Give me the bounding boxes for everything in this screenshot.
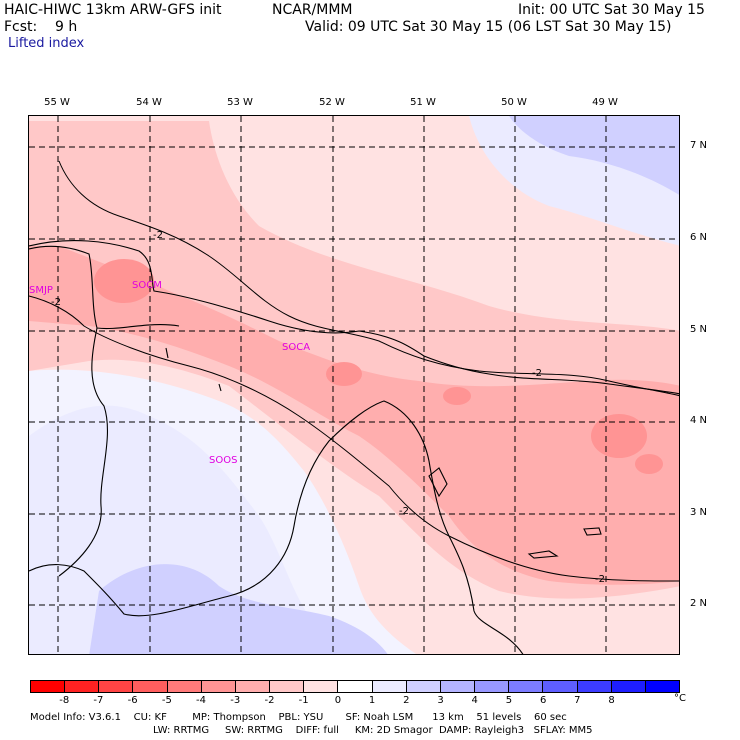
- lifted-index-map: -2 -2 -2 -2 -2 SMJP SOCM SOCA SOOS: [28, 115, 680, 655]
- colorbar-tick-label: -3: [230, 695, 241, 706]
- lon-label: 54 W: [136, 97, 162, 108]
- colorbar-cell: [235, 681, 271, 692]
- lon-label: 50 W: [501, 97, 527, 108]
- field-pocket: [591, 414, 647, 458]
- model-title: HAIC-HIWC 13km ARW-GFS init: [4, 2, 222, 18]
- field-pocket: [443, 387, 471, 405]
- station-socm: SOCM: [132, 280, 162, 291]
- lat-label: 7 N: [690, 140, 708, 151]
- station-soca: SOCA: [282, 342, 310, 353]
- model-info-line-2: LW: RRTMG SW: RRTMG DIFF: full KM: 2D Sm…: [153, 725, 593, 736]
- station-smjp: SMJP: [29, 285, 53, 296]
- lon-label: 49 W: [592, 97, 618, 108]
- field-band-blue-ne: [509, 116, 679, 195]
- colorbar-cell: [543, 681, 578, 692]
- colorbar-cell: [509, 681, 544, 692]
- colorbar-tick-label: 1: [368, 695, 376, 706]
- colorbar-cell: [406, 681, 441, 692]
- colorbar: [30, 680, 680, 693]
- lat-label: 4 N: [690, 415, 708, 426]
- colorbar-cell: [372, 681, 407, 692]
- colorbar-cell: [440, 681, 476, 692]
- model-info-line-1: Model Info: V3.6.1 CU: KF MP: Thompson P…: [30, 712, 567, 723]
- colorbar-unit: °C: [674, 693, 686, 704]
- colorbar-cell: [65, 681, 100, 692]
- contour-label: -2: [532, 368, 542, 379]
- colorbar-cell: [201, 681, 236, 692]
- colorbar-tick-label: -2: [264, 695, 275, 706]
- lat-label: 5 N: [690, 324, 708, 335]
- lat-label: 2 N: [690, 598, 708, 609]
- lon-label: 53 W: [227, 97, 253, 108]
- colorbar-cell: [304, 681, 339, 692]
- colorbar-tick-label: 5: [505, 695, 513, 706]
- colorbar-tick-label: 8: [608, 695, 615, 706]
- colorbar-cell: [99, 681, 134, 692]
- colorbar-cell: [270, 681, 305, 692]
- colorbar-tick-label: -1: [298, 695, 309, 706]
- contour-label: -2: [51, 297, 61, 308]
- colorbar-cell: [167, 681, 202, 692]
- station-soos: SOOS: [209, 455, 237, 466]
- colorbar-tick-label: -7: [93, 695, 104, 706]
- colorbar-cell: [338, 681, 373, 692]
- field-pocket: [326, 362, 362, 386]
- colorbar-tick-label: 6: [539, 695, 547, 706]
- colorbar-cell: [31, 681, 66, 692]
- forecast-hour: Fcst: 9 h: [4, 19, 78, 35]
- field-band-blue: [89, 564, 388, 654]
- colorbar-tick-label: 7: [574, 695, 581, 706]
- colorbar-tick-label: 4: [471, 695, 478, 706]
- lon-label: 52 W: [319, 97, 345, 108]
- lon-label: 51 W: [410, 97, 436, 108]
- organization: NCAR/MMM: [272, 2, 353, 18]
- colorbar-tick-label: -8: [59, 695, 70, 706]
- colorbar-tick-label: -6: [127, 695, 138, 706]
- contour-label: -2: [153, 230, 163, 241]
- colorbar-cell: [475, 681, 510, 692]
- lat-label: 3 N: [690, 507, 708, 518]
- colorbar-tick-label: -4: [196, 695, 207, 706]
- lat-label: 6 N: [690, 232, 708, 243]
- field-pocket: [94, 259, 154, 303]
- init-time: Init: 00 UTC Sat 30 May 15: [518, 2, 705, 18]
- contour-label: -2: [595, 574, 605, 585]
- colorbar-tick-label: 3: [437, 695, 444, 706]
- valid-time: Valid: 09 UTC Sat 30 May 15 (06 LST Sat …: [305, 19, 672, 35]
- colorbar-cell: [611, 681, 646, 692]
- lon-label: 55 W: [44, 97, 70, 108]
- colorbar-tick-label: -5: [161, 695, 172, 706]
- colorbar-cell: [577, 681, 612, 692]
- field-pocket: [635, 454, 663, 474]
- contour-minus-2: [29, 160, 679, 582]
- coastline: [29, 240, 679, 654]
- colorbar-cell: [645, 681, 679, 692]
- colorbar-tick-label: 2: [403, 695, 410, 706]
- lat-lon-grid: [29, 116, 679, 654]
- field-name: Lifted index: [8, 36, 85, 51]
- colorbar-cell: [133, 681, 168, 692]
- colorbar-tick-label: 0: [334, 695, 342, 706]
- contour-label: -2: [399, 506, 409, 517]
